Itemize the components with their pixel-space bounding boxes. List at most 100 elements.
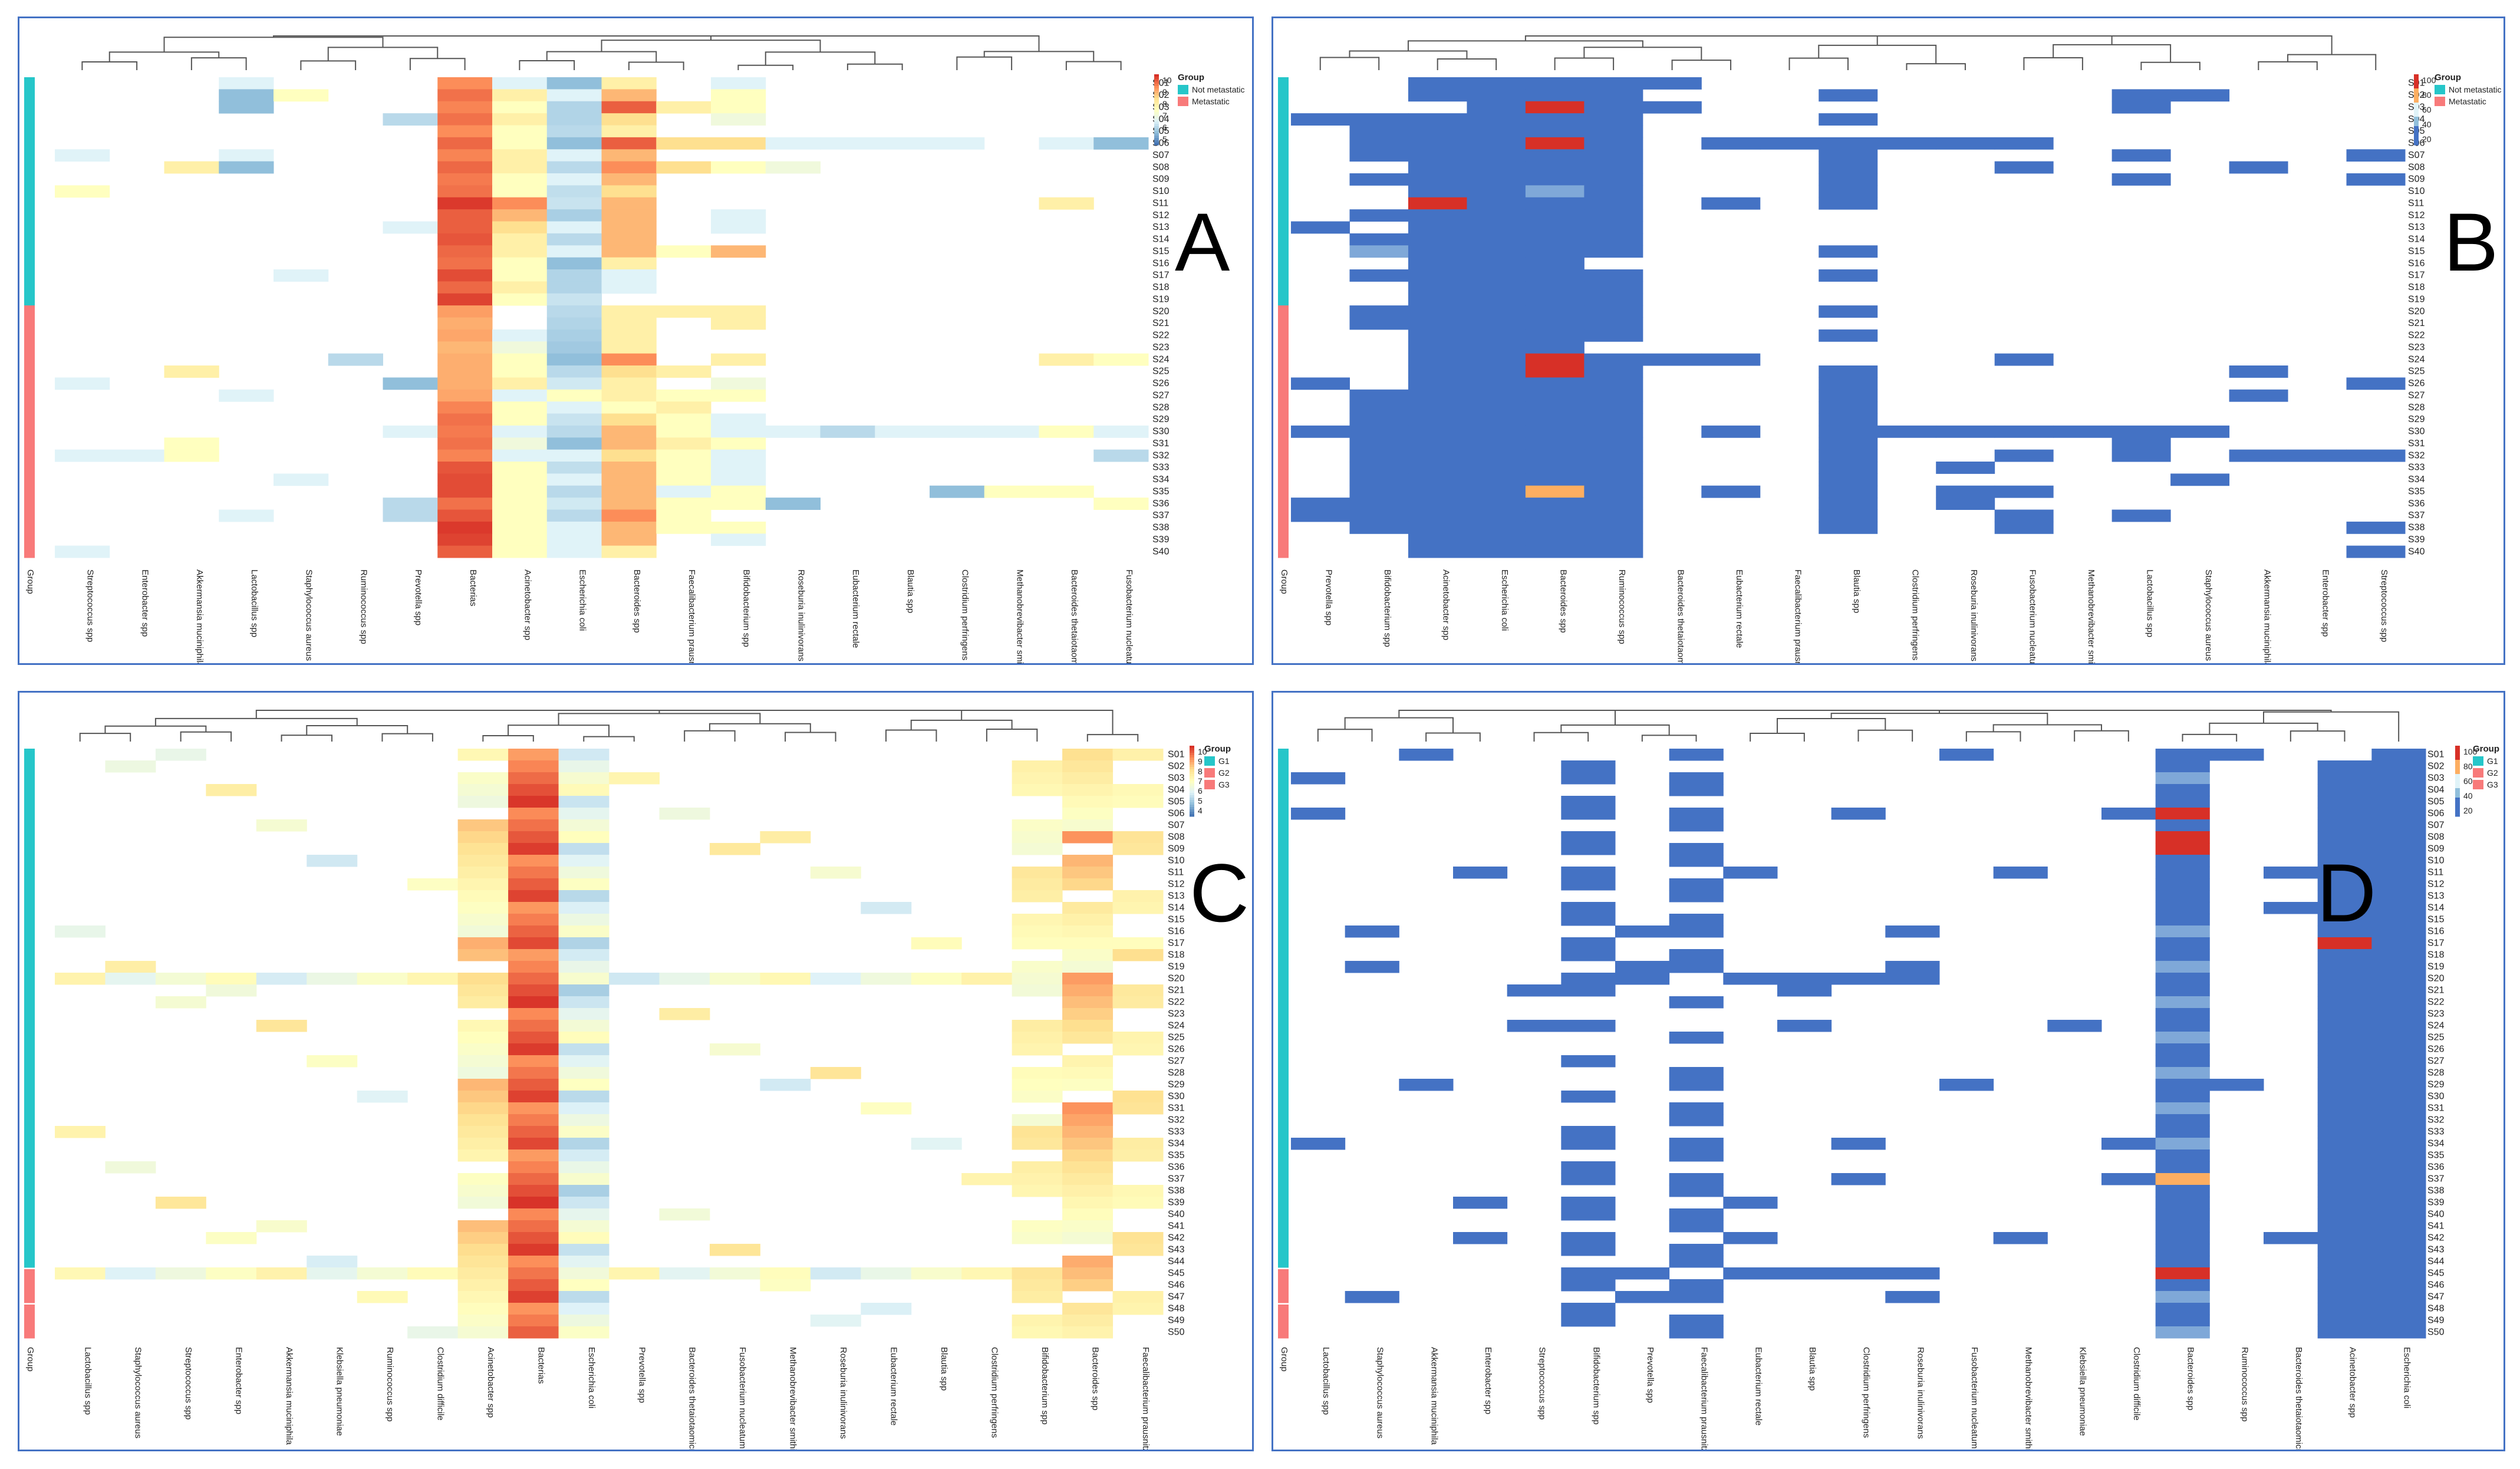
group-bar-cell <box>24 161 35 174</box>
heatmap-cell <box>492 149 548 162</box>
dendrogram-branch <box>1965 731 2021 742</box>
heatmap-cell <box>2317 925 2372 938</box>
row-label: S15 <box>1168 914 1185 924</box>
heatmap-cell <box>1467 257 1526 270</box>
row-label: S29 <box>1168 1079 1185 1089</box>
column-label: Bifidobacterium spp <box>1591 1347 1601 1425</box>
heatmap-cell <box>457 937 509 950</box>
heatmap-cell <box>2155 1043 2210 1056</box>
heatmap-cell <box>457 914 509 926</box>
heatmap-cell <box>492 233 548 246</box>
heatmap-cell <box>1112 937 1164 950</box>
heatmap-cell <box>1669 1102 1724 1115</box>
heatmap-cell <box>1525 437 1585 450</box>
heatmap-cell <box>546 533 602 546</box>
heatmap-cell <box>1467 425 1526 438</box>
heatmap-cell <box>508 1244 559 1256</box>
heatmap-cell <box>437 101 493 114</box>
heatmap-cell <box>656 137 711 150</box>
heatmap-cell <box>1584 449 1643 462</box>
row-label: S40 <box>2427 1209 2445 1219</box>
heatmap-cell <box>492 425 548 438</box>
column-label: Fusobacterium nucleatum <box>1969 1347 1979 1449</box>
legend-title: Group <box>1204 744 1231 754</box>
heatmap-cell <box>2346 521 2406 534</box>
heatmap-cell <box>2317 1091 2372 1103</box>
heatmap-cell <box>2155 1244 2210 1256</box>
heatmap-cell <box>1525 233 1585 246</box>
row-label: S20 <box>1152 307 1170 317</box>
row-label: S12 <box>2427 879 2445 889</box>
heatmap-cell <box>1819 377 1878 390</box>
heatmap-cell <box>457 867 509 879</box>
row-label: S40 <box>2408 546 2425 556</box>
heatmap-cell <box>1669 1173 1724 1185</box>
color-scale-step <box>2455 798 2460 801</box>
heatmap-cell <box>861 973 912 985</box>
color-scale-step <box>2455 746 2460 749</box>
color-scale-step <box>1154 114 1159 117</box>
heatmap-cell <box>656 245 711 258</box>
heatmap-cell <box>2317 867 2372 879</box>
heatmap-cell <box>760 973 811 985</box>
heatmap-cell <box>457 1173 509 1185</box>
heatmap-cell <box>2155 1185 2210 1197</box>
heatmap-cell <box>1936 425 1995 438</box>
heatmap-cell <box>1112 1244 1164 1256</box>
heatmap-cell <box>1349 521 1409 534</box>
color-scale-step <box>2455 779 2460 782</box>
heatmap-cell <box>2371 784 2426 796</box>
group-bar-cell <box>24 185 35 198</box>
heatmap-cell <box>2155 867 2210 879</box>
heatmap-cell <box>546 137 602 150</box>
heatmap-cell <box>760 1279 811 1292</box>
color-scale-step <box>2414 93 2419 96</box>
heatmap-cell <box>2317 949 2372 961</box>
heatmap-d: S01S02S03S04S05S06S07S08S09S10S11S12S13S… <box>1278 710 2499 1450</box>
legend-swatch <box>1178 97 1188 106</box>
group-bar-cell <box>24 89 35 102</box>
row-label: S03 <box>2427 773 2445 783</box>
heatmap-cell <box>1349 113 1409 126</box>
heatmap-cell <box>1467 401 1526 414</box>
heatmap-cell <box>1112 1149 1164 1162</box>
heatmap-cell <box>1408 365 1467 378</box>
heatmap-cell <box>2317 1102 2372 1115</box>
group-bar-cell <box>24 509 35 522</box>
group-bar-cell <box>24 462 35 474</box>
group-bar-cell <box>1278 796 1289 808</box>
color-scale-step <box>2414 114 2419 117</box>
group-bar-cell <box>24 365 35 378</box>
heatmap-cell <box>2317 1043 2372 1056</box>
heatmap-cell <box>55 1267 106 1280</box>
heatmap-cell <box>1993 867 2048 879</box>
heatmap-cell <box>2371 890 2426 903</box>
group-bar-cell <box>24 1185 35 1197</box>
heatmap-cell <box>2371 772 2426 785</box>
heatmap-cell <box>492 437 548 450</box>
row-label: S47 <box>2427 1292 2445 1302</box>
group-bar-cell <box>1278 973 1289 985</box>
row-label: S03 <box>1168 773 1185 783</box>
dendrogram-branch <box>983 51 1095 62</box>
color-scale-step <box>1190 776 1194 779</box>
heatmap-cell <box>1561 1055 1616 1068</box>
heatmap-cell <box>546 149 602 162</box>
heatmap-cell <box>492 185 548 198</box>
heatmap-cell <box>1467 305 1526 318</box>
heatmap-cell <box>601 305 657 318</box>
heatmap-cell <box>1467 413 1526 426</box>
heatmap-cell <box>1994 137 2054 150</box>
heatmap-cell <box>1584 329 1643 342</box>
heatmap-cell <box>2317 1197 2372 1209</box>
heatmap-cell <box>1669 1220 1724 1233</box>
heatmap-cell <box>1561 1232 1616 1244</box>
group-bar-cell <box>1278 185 1289 198</box>
heatmap-cell <box>105 973 156 985</box>
heatmap-cell <box>2317 1173 2372 1185</box>
color-scale-step <box>1190 748 1194 751</box>
heatmap-cell <box>1093 353 1149 366</box>
heatmap-cell <box>1642 353 1702 366</box>
group-bar-cell <box>1278 293 1289 306</box>
heatmap-cell <box>2317 878 2372 891</box>
